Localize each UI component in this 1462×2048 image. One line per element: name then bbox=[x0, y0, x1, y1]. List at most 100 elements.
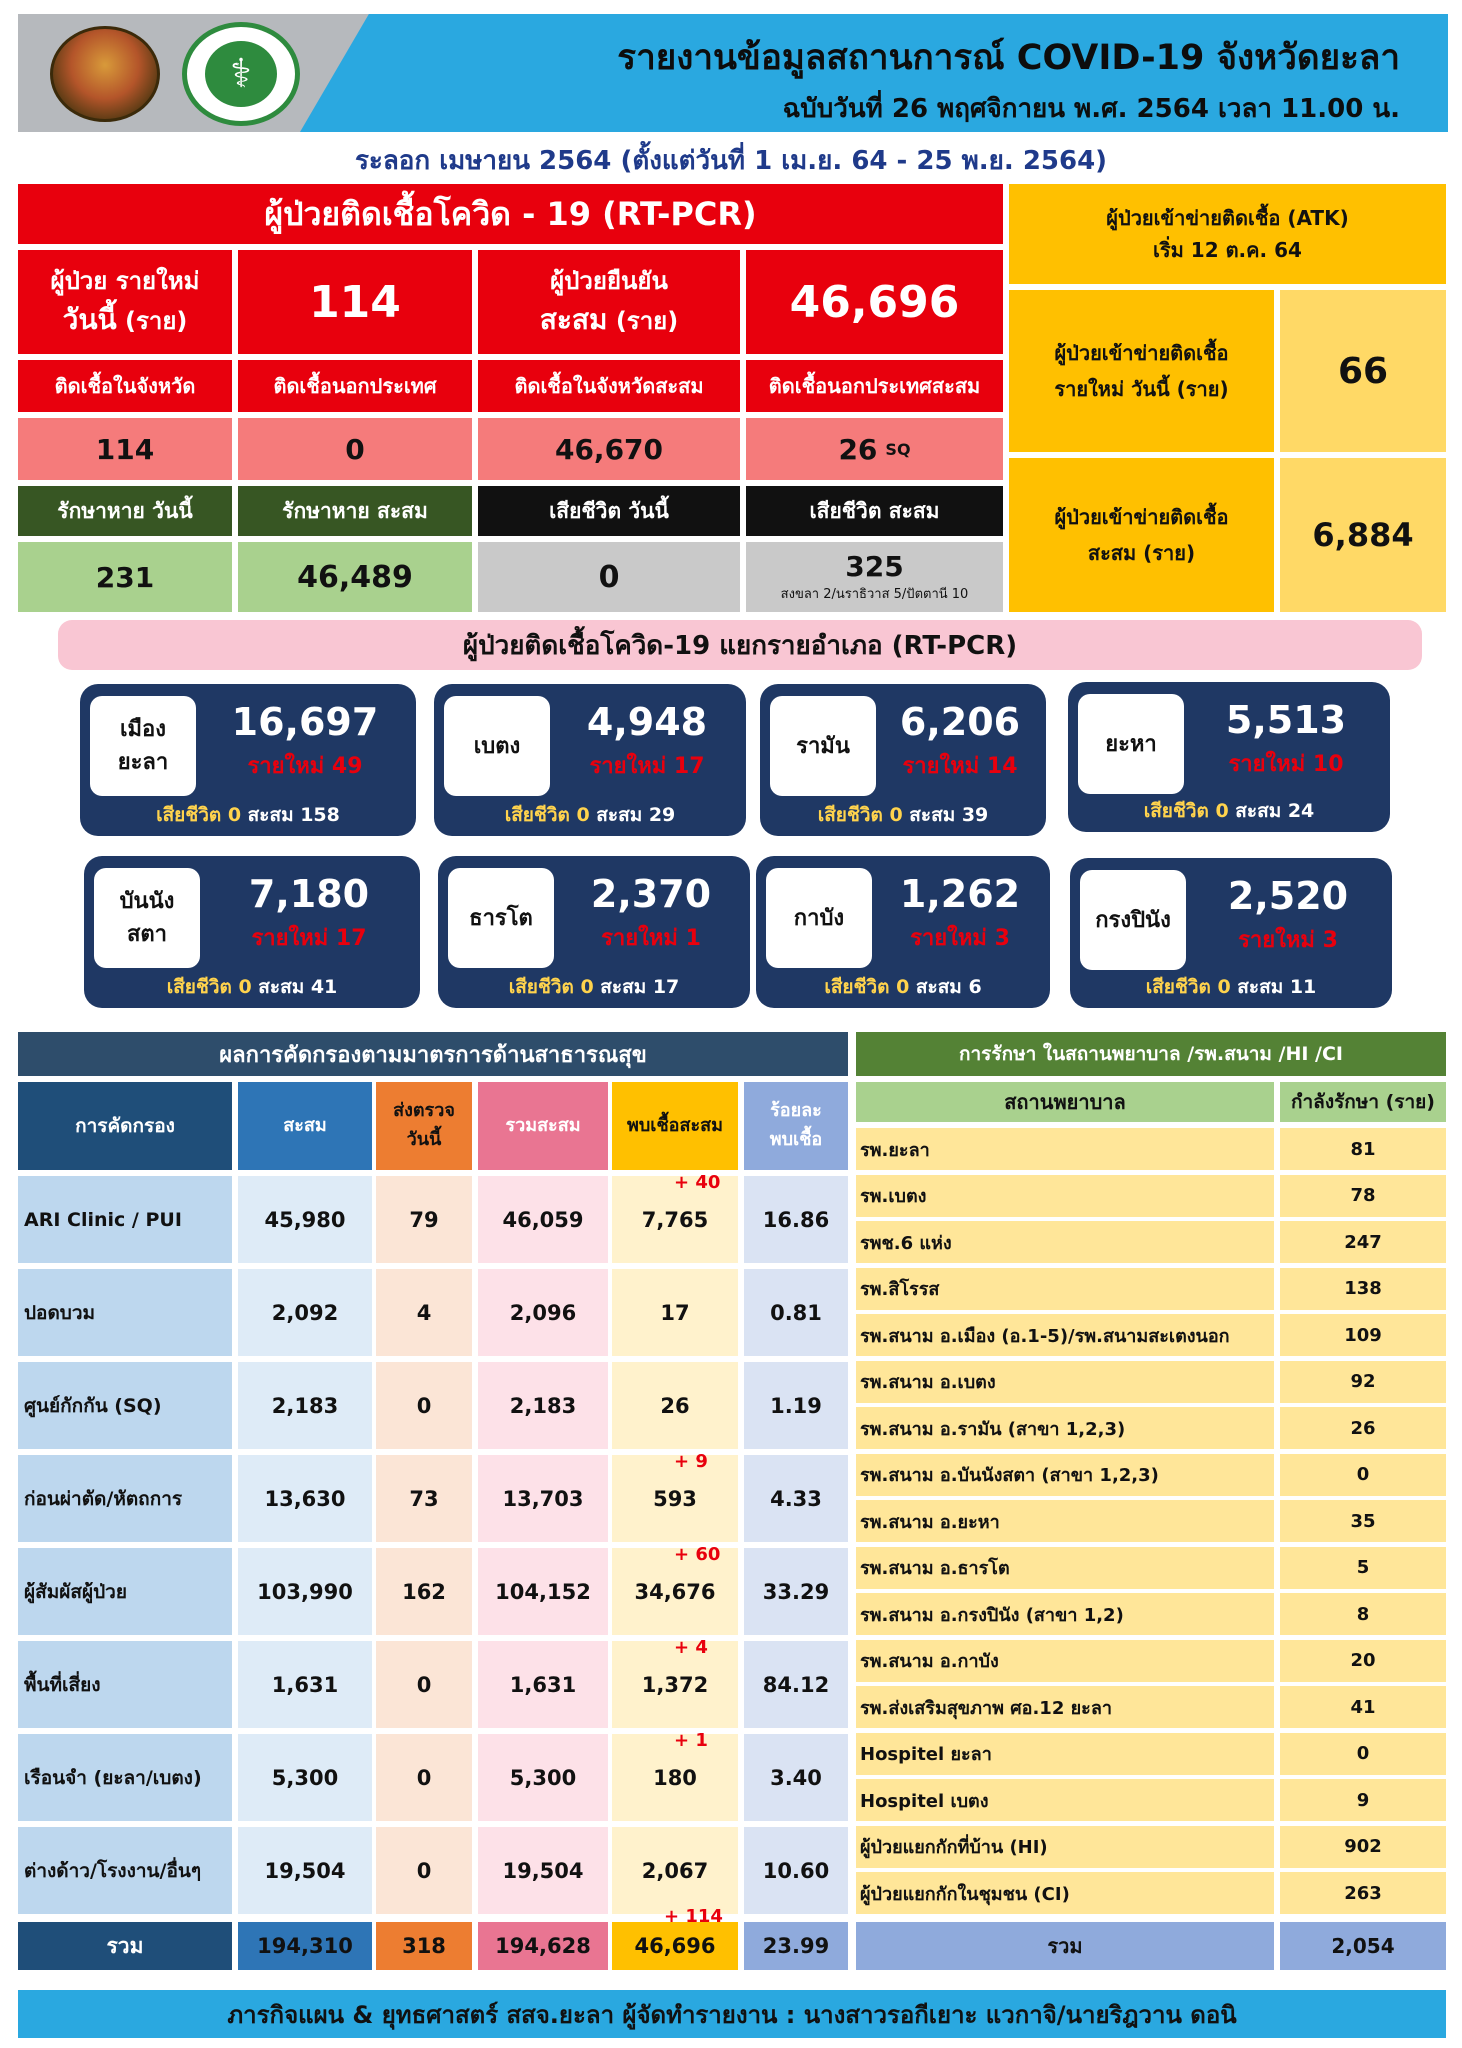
district-deaths: เสียชีวิต 0 bbox=[824, 976, 910, 998]
screening-cell: 1,631 bbox=[478, 1641, 608, 1728]
province-seal-logo bbox=[50, 26, 160, 122]
district-total: 2,370 bbox=[590, 872, 712, 916]
district-card: บันนัง สตา 7,180 รายใหม่ 17 เสียชีวิต 0 สะส… bbox=[84, 856, 420, 1008]
screening-row-label: ศูนย์กักกัน (SQ) bbox=[18, 1362, 232, 1449]
atk-new-label-line1: ผู้ป่วยเข้าข่ายติดเชื้อ bbox=[1054, 341, 1229, 365]
report-date: ฉบับวันที่ 26 พฤศจิกายน พ.ศ. 2564 เวลา 1… bbox=[782, 94, 1400, 124]
screening-total-label: รวม bbox=[18, 1922, 232, 1970]
hospital-value: 92 bbox=[1280, 1360, 1446, 1403]
hospitals-title: การรักษา ในสถานพยาบาล /รพ.สนาม /HI /CI bbox=[856, 1032, 1446, 1076]
district-new-cases: รายใหม่ 10 bbox=[1228, 752, 1344, 777]
screening-cell: 13,630 bbox=[238, 1455, 372, 1542]
district-name: ธารโต bbox=[448, 868, 554, 968]
hospital-name: Hospitel ยะลา bbox=[856, 1732, 1274, 1775]
screening-header-cell: สะสม bbox=[238, 1082, 372, 1170]
screening-cell: 1,372 bbox=[612, 1641, 738, 1728]
rtpcr-title: ผู้ป่วยติดเชื้อโควิด - 19 (RT-PCR) bbox=[18, 184, 1003, 244]
screening-cell: 2,183 bbox=[478, 1362, 608, 1449]
atk-new-label-line2: รายใหม่ วันนี้ (ราย) bbox=[1054, 377, 1229, 401]
district-cumulative-deaths: สะสม 39 bbox=[902, 804, 989, 826]
screening-row-label: ผู้สัมผัสผู้ป่วย bbox=[18, 1548, 232, 1635]
cum-confirmed-label: ผู้ป่วยยืนยัน สะสม (ราย) bbox=[478, 250, 740, 354]
screening-cell: 1,631 bbox=[238, 1641, 372, 1728]
district-deaths: เสียชีวิต 0 bbox=[166, 976, 252, 998]
screening-cell: 593 bbox=[612, 1455, 738, 1542]
deaths-cum-value: 325 bbox=[845, 550, 904, 583]
hospital-name: รพ.สนาม อ.เบตง bbox=[856, 1360, 1274, 1403]
district-total: 2,520 bbox=[1227, 874, 1349, 918]
hospital-name: รพ.สนาม อ.ยะหา bbox=[856, 1500, 1274, 1542]
district-new-cases: รายใหม่ 49 bbox=[247, 754, 363, 779]
hospital-value: 0 bbox=[1280, 1732, 1446, 1775]
recovered-cum-value: 46,489 bbox=[238, 542, 472, 612]
district-card: ยะหา 5,513 รายใหม่ 10 เสียชีวิต 0 สะสม 24 bbox=[1068, 682, 1390, 832]
screening-cell: 0 bbox=[376, 1734, 472, 1821]
district-new-cases: รายใหม่ 3 bbox=[910, 926, 1010, 951]
hospital-name: รพช.6 แห่ง bbox=[856, 1221, 1274, 1263]
screening-cell: 19,504 bbox=[478, 1827, 608, 1914]
screening-total-cell: 194,310 bbox=[238, 1922, 372, 1970]
screening-row-label: เรือนจำ (ยะลา/เบตง) bbox=[18, 1734, 232, 1821]
screening-cell: 17 bbox=[612, 1269, 738, 1356]
screening-total-cell: 23.99 bbox=[744, 1922, 848, 1970]
district-name: รามัน bbox=[770, 696, 876, 796]
hospital-name: ผู้ป่วยแยกกักในชุมชน (CI) bbox=[856, 1872, 1274, 1914]
district-cumulative-deaths: สะสม 158 bbox=[241, 804, 340, 826]
screening-row-label: ปอดบวม bbox=[18, 1269, 232, 1356]
deaths-today-label: เสียชีวิต วันนี้ bbox=[478, 486, 740, 536]
district-footer: เสียชีวิต 0 สะสม 11 bbox=[1070, 972, 1392, 1002]
district-name: บันนัง สตา bbox=[94, 868, 200, 968]
district-footer: เสียชีวิต 0 สะสม 29 bbox=[434, 800, 746, 830]
screening-total-cell: 194,628 bbox=[478, 1922, 608, 1970]
screening-header-cell: ร้อยละ พบเชื้อ bbox=[744, 1082, 848, 1170]
district-footer: เสียชีวิต 0 สะสม 158 bbox=[80, 800, 416, 830]
hospital-name: รพ.เบตง bbox=[856, 1174, 1274, 1217]
screening-header-cell: การคัดกรอง bbox=[18, 1082, 232, 1170]
hospital-value: 81 bbox=[1280, 1128, 1446, 1170]
screening-cell: 73 bbox=[376, 1455, 472, 1542]
abroad-label: ติดเชื้อนอกประเทศ bbox=[238, 360, 472, 412]
screening-total-cell: 318 bbox=[376, 1922, 472, 1970]
district-new-cases: รายใหม่ 17 bbox=[589, 754, 705, 779]
district-new-cases: รายใหม่ 17 bbox=[251, 926, 367, 951]
screening-header-cell: ส่งตรวจ วันนี้ bbox=[376, 1082, 472, 1170]
abroad-value: 0 bbox=[238, 418, 472, 480]
screening-total-cell: 46,696 bbox=[612, 1922, 738, 1970]
hospital-name: รพ.ส่งเสริมสุขภาพ ศอ.12 ยะลา bbox=[856, 1686, 1274, 1728]
district-cumulative-deaths: สะสม 41 bbox=[251, 976, 338, 998]
district-new-cases: รายใหม่ 14 bbox=[902, 754, 1018, 779]
screening-cell: 16.86 bbox=[744, 1176, 848, 1263]
district-cumulative-deaths: สะสม 11 bbox=[1230, 976, 1317, 998]
screening-cell: 103,990 bbox=[238, 1548, 372, 1635]
screening-cell: 46,059 bbox=[478, 1176, 608, 1263]
district-total: 7,180 bbox=[248, 872, 370, 916]
hospital-name: รพ.สนาม อ.รามัน (สาขา 1,2,3) bbox=[856, 1407, 1274, 1449]
wave-period: ระลอก เมษายน 2564 (ตั้งแต่วันที่ 1 เม.ย.… bbox=[354, 146, 1108, 176]
screening-total-delta: + 114 bbox=[664, 1906, 723, 1927]
district-new-cases: รายใหม่ 3 bbox=[1238, 928, 1338, 953]
caduceus-icon: ⚕ bbox=[205, 41, 277, 107]
screening-cell: 5,300 bbox=[478, 1734, 608, 1821]
screening-found-delta: + 60 bbox=[674, 1544, 721, 1565]
new-today-label-line2: วันนี้ (ราย) bbox=[63, 299, 188, 341]
screening-cell: 26 bbox=[612, 1362, 738, 1449]
screening-cell: 180 bbox=[612, 1734, 738, 1821]
district-deaths: เสียชีวิต 0 bbox=[504, 804, 590, 826]
district-footer: เสียชีวิต 0 สะสม 6 bbox=[756, 972, 1050, 1002]
hospital-name: ผู้ป่วยแยกกักที่บ้าน (HI) bbox=[856, 1825, 1274, 1868]
screening-cell: 19,504 bbox=[238, 1827, 372, 1914]
screening-cell: 0 bbox=[376, 1827, 472, 1914]
abroad-cum-label: ติดเชื้อนอกประเทศสะสม bbox=[746, 360, 1003, 412]
screening-cell: 0.81 bbox=[744, 1269, 848, 1356]
screening-found-delta: + 9 bbox=[674, 1451, 708, 1472]
hospital-value: 109 bbox=[1280, 1314, 1446, 1356]
cum-confirmed-value: 46,696 bbox=[746, 250, 1003, 354]
screening-row-label: ก่อนผ่าตัด/หัตถการ bbox=[18, 1455, 232, 1542]
screening-cell: 4 bbox=[376, 1269, 472, 1356]
screening-cell: 10.60 bbox=[744, 1827, 848, 1914]
district-footer: เสียชีวิต 0 สะสม 24 bbox=[1068, 796, 1390, 826]
district-deaths: เสียชีวิต 0 bbox=[817, 804, 903, 826]
district-card: เมือง ยะลา 16,697 รายใหม่ 49 เสียชีวิต 0 สะ… bbox=[80, 684, 416, 836]
screening-cell: 45,980 bbox=[238, 1176, 372, 1263]
cum-label-line2: สะสม (ราย) bbox=[540, 299, 678, 341]
